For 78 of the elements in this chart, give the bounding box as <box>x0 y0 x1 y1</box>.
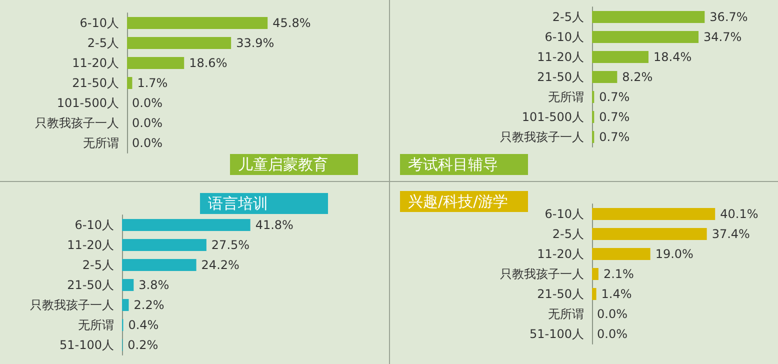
data-label: 0.0% <box>132 136 162 150</box>
data-label: 8.2% <box>622 70 653 84</box>
data-label: 0.2% <box>128 338 158 352</box>
data-label: 41.8% <box>255 218 294 232</box>
y-tick-label: 无所谓 <box>548 307 584 321</box>
bar <box>127 17 268 29</box>
text: 考试科目辅导 <box>408 156 498 174</box>
y-tick-label: 只教我孩子一人 <box>500 267 584 281</box>
y-tick-label: 21-50人 <box>67 278 114 292</box>
data-label: 0.0% <box>597 327 628 341</box>
bar <box>127 77 132 89</box>
y-tick-label: 2-5人 <box>552 10 584 24</box>
bar <box>592 248 650 260</box>
data-label: 34.7% <box>704 30 742 44</box>
data-label: 0.4% <box>128 318 159 332</box>
bar <box>592 11 705 23</box>
data-label: 0.7% <box>599 110 630 124</box>
y-tick-label: 只教我孩子一人 <box>30 298 114 312</box>
chart-title: 语言培训 <box>208 194 268 212</box>
bar <box>122 219 250 231</box>
bar <box>592 288 596 300</box>
data-label: 2.1% <box>603 267 634 281</box>
y-tick-label: 6-10人 <box>544 207 584 221</box>
y-tick-label: 21-50人 <box>537 70 584 84</box>
data-label: 0.7% <box>599 130 630 144</box>
data-label: 33.9% <box>236 36 274 50</box>
y-tick-label: 6-10人 <box>80 16 119 30</box>
y-tick-label: 2-5人 <box>552 227 584 241</box>
y-tick-label: 21-50人 <box>537 287 584 301</box>
y-tick-label: 2-5人 <box>82 258 114 272</box>
bar <box>122 279 134 291</box>
y-tick-label: 11-20人 <box>537 50 584 64</box>
data-label: 18.6% <box>189 56 228 70</box>
text: 兴趣/科技/游学 <box>408 192 508 210</box>
y-tick-label: 6-10人 <box>544 30 584 44</box>
data-label: 2.2% <box>134 298 164 312</box>
bar <box>592 31 699 43</box>
y-tick-label: 11-20人 <box>72 56 119 70</box>
data-label: 0.7% <box>599 90 630 104</box>
y-tick-label: 51-100人 <box>529 327 584 341</box>
y-tick-label: 无所谓 <box>78 318 114 332</box>
data-label: 45.8% <box>272 16 311 30</box>
y-tick-label: 11-20人 <box>67 238 114 252</box>
data-label: 27.5% <box>211 238 250 252</box>
data-label: 1.4% <box>601 287 632 301</box>
bar <box>592 228 707 240</box>
bar <box>592 71 618 83</box>
data-label: 24.2% <box>201 258 240 272</box>
y-tick-label: 只教我孩子一人 <box>500 130 584 144</box>
y-tick-label: 51-100人 <box>59 338 114 352</box>
y-tick-label: 101-500人 <box>522 110 584 124</box>
data-label: 0.0% <box>132 116 162 130</box>
bar <box>122 239 206 251</box>
bar <box>127 37 232 49</box>
y-tick-label: 21-50人 <box>72 76 119 90</box>
y-tick-label: 无所谓 <box>548 90 584 104</box>
y-tick-label: 6-10人 <box>74 218 114 232</box>
data-label: 0.0% <box>597 307 628 321</box>
bar <box>122 299 129 311</box>
data-label: 18.4% <box>653 50 692 64</box>
bar <box>122 259 196 271</box>
bar <box>592 268 598 280</box>
bar <box>127 57 184 69</box>
bar <box>592 208 716 220</box>
y-tick-label: 无所谓 <box>83 136 119 150</box>
data-label: 37.4% <box>712 227 750 241</box>
y-tick-label: 101-500人 <box>56 96 119 110</box>
y-tick-label: 11-20人 <box>537 247 584 261</box>
y-tick-label: 只教我孩子一人 <box>35 116 119 130</box>
text: 儿童启蒙教育 <box>238 156 328 174</box>
data-label: 1.7% <box>137 76 168 90</box>
data-label: 36.7% <box>710 10 748 24</box>
data-label: 19.0% <box>655 247 694 261</box>
data-label: 0.0% <box>132 96 162 110</box>
bar <box>592 51 648 63</box>
data-label: 3.8% <box>138 278 170 292</box>
y-tick-label: 2-5人 <box>87 36 119 50</box>
data-label: 40.1% <box>720 207 758 221</box>
